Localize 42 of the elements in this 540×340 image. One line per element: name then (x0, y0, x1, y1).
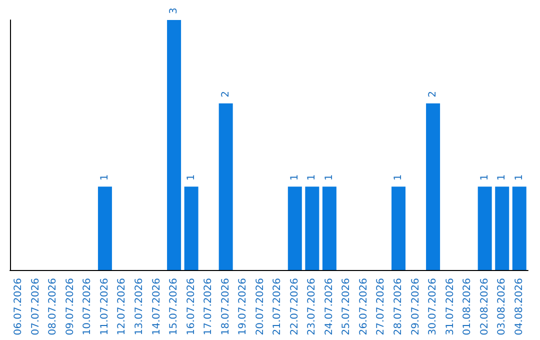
x-tick-label: 01.08.2026 (462, 278, 474, 336)
data-label: 1 (514, 174, 525, 181)
x-tick-label: 07.07.2026 (30, 278, 42, 336)
data-label: 2 (428, 90, 439, 98)
x-tick-label: 23.07.2026 (306, 278, 318, 336)
data-label: 3 (168, 8, 180, 14)
x-tick-label: 25.07.2026 (341, 278, 352, 336)
x-tick-label: 27.07.2026 (376, 278, 387, 336)
x-tick-label: 14.07.2026 (151, 278, 162, 336)
x-tick-label: 31.07.2026 (444, 278, 456, 336)
x-tick-label: 12.07.2026 (116, 278, 128, 336)
x-tick-label: 19.07.2026 (238, 278, 249, 336)
x-tick-label: 15.07.2026 (168, 278, 180, 336)
data-label: 1 (99, 174, 110, 181)
data-label: 1 (496, 174, 508, 181)
x-tick-label: 20.07.2026 (254, 278, 266, 336)
x-tick-label: 18.07.2026 (220, 278, 232, 336)
data-label: 2 (220, 90, 232, 98)
x-tick-label: 22.07.2026 (289, 278, 300, 336)
x-tick-label: 09.07.2026 (64, 278, 76, 336)
x-tick-label: 16.07.2026 (186, 278, 197, 336)
data-label: 1 (306, 174, 318, 181)
data-label: 1 (324, 174, 335, 181)
x-tick-label: 13.07.2026 (134, 278, 145, 336)
x-tick-label: 21.07.2026 (272, 278, 284, 336)
x-tick-label: 17.07.2026 (203, 278, 214, 336)
x-tick-label: 02.08.2026 (479, 278, 490, 336)
x-tick-label: 30.07.2026 (428, 278, 439, 336)
x-tick-label: 24.07.2026 (324, 278, 335, 336)
x-tick-label: 11.07.2026 (99, 278, 110, 336)
x-tick-label: 06.07.2026 (13, 278, 24, 336)
data-label: 1 (289, 174, 300, 181)
x-tick-label: 26.07.2026 (358, 278, 370, 336)
x-tick-label: 10.07.2026 (82, 278, 94, 336)
x-tick-label: 29.07.2026 (410, 278, 422, 336)
x-tick-label: 08.07.2026 (48, 278, 59, 336)
data-label: 1 (393, 174, 404, 181)
x-tick-label: 03.08.2026 (496, 278, 508, 336)
x-tick-label: 04.08.2026 (514, 278, 525, 336)
data-label: 1 (479, 174, 490, 181)
x-tick-label: 28.07.2026 (393, 278, 404, 336)
data-label: 1 (186, 174, 197, 181)
